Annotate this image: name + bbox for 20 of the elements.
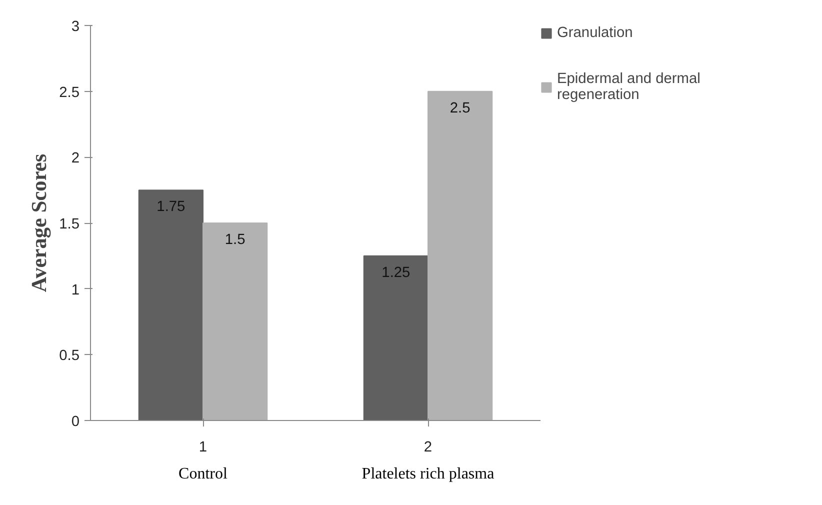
bar bbox=[428, 90, 493, 420]
bar bbox=[138, 190, 204, 420]
y-tick-label: 2 bbox=[71, 150, 80, 167]
y-tick-label: 0.5 bbox=[59, 348, 80, 364]
text: Control bbox=[178, 466, 228, 482]
y-tick-label: 1 bbox=[71, 282, 80, 298]
text: Platelets rich plasma bbox=[362, 466, 494, 482]
bar bbox=[363, 255, 428, 420]
data-label: 2.5 bbox=[450, 100, 470, 116]
y-tick-label: 3 bbox=[71, 19, 80, 35]
legend-label: Epidermal and dermal regeneration bbox=[557, 71, 700, 103]
y-tick-label: 0 bbox=[71, 414, 80, 430]
legend-label: Granulation bbox=[557, 25, 633, 41]
y-tick-label: 2.5 bbox=[59, 84, 80, 101]
bar bbox=[202, 222, 268, 420]
data-label: 1.75 bbox=[156, 199, 186, 216]
data-label: 1.5 bbox=[224, 232, 246, 248]
data-label: 1.25 bbox=[382, 264, 410, 281]
y-tick-label: 1.5 bbox=[59, 216, 80, 232]
y-axis-title: Average Scores bbox=[27, 154, 52, 292]
